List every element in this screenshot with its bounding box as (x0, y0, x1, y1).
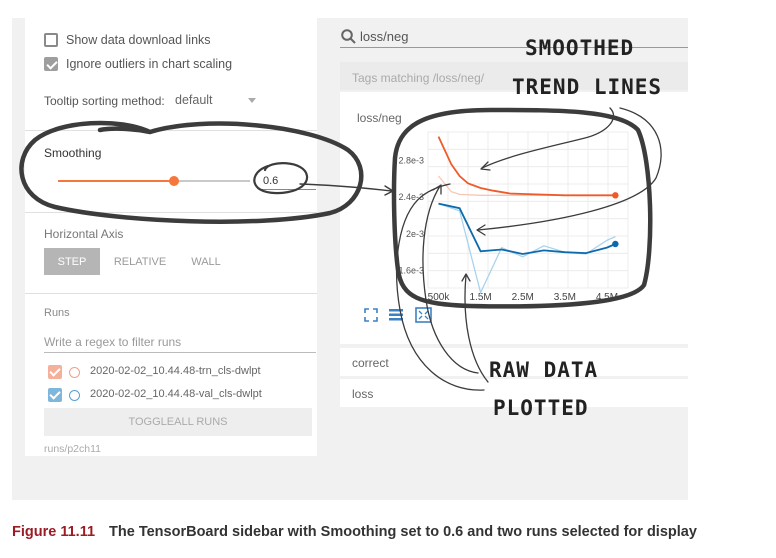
series-end-point-1 (612, 240, 619, 248)
tag-group-loss-label[interactable]: loss (352, 387, 374, 401)
runs-filter-underline (44, 352, 316, 353)
tags-matching-bar (340, 62, 688, 90)
raw-arrow-3 (464, 274, 489, 383)
divider (25, 130, 317, 131)
chart-highlight-circle (391, 107, 653, 309)
smoothing-slider-handle[interactable] (169, 176, 179, 186)
step-button-bg[interactable] (44, 248, 100, 275)
run-trn-label: 2020-02-02_10.44.48-trn_cls-dwlpt (90, 365, 261, 377)
smoothing-highlight-ellipse (19, 120, 364, 224)
tags-matching-label: Tags matching /loss/neg/ (352, 71, 485, 85)
tag-group-loss[interactable] (340, 379, 688, 407)
horizontal-axis-label: Horizontal Axis (44, 227, 124, 241)
divider (25, 293, 317, 294)
tooltip-sorting-label: Tooltip sorting method: (44, 94, 165, 108)
fit-domain-icon[interactable] (415, 307, 432, 323)
annotation-plotted: PLOTTED (493, 396, 589, 420)
ignore-outliers-checkbox[interactable] (44, 57, 58, 71)
wall-button[interactable]: WALL (191, 256, 221, 268)
figure-caption: Figure 11.11 The TensorBoard sidebar with… (12, 524, 697, 540)
tag-group-correct-label[interactable]: correct (352, 356, 389, 370)
annotation-raw-data: RAW DATA (489, 358, 599, 382)
show-download-checkbox[interactable] (44, 33, 58, 47)
figure-caption-text: The TensorBoard sidebar with Smoothing s… (109, 524, 697, 540)
loss-neg-chart[interactable]: 2.8e-3 2.4e-3 2e-3 1.6e-3 500k 1.5M 2.5M 3.5M 4.… (340, 92, 688, 344)
search-icon (341, 29, 356, 44)
chart-grid (427, 131, 629, 289)
x-tick-label: 4.5M (596, 292, 618, 303)
run-trn-checkbox[interactable] (48, 365, 62, 379)
x-tick-label: 3.5M (554, 292, 576, 303)
tooltip-sorting-select[interactable]: default (175, 93, 213, 107)
raw-arrow-1 (422, 185, 479, 374)
raw-arrow-2 (396, 183, 485, 391)
figure-caption-label: Figure 11.11 (12, 524, 96, 540)
smoothing-input-underline (260, 189, 316, 190)
series-end-point-0 (612, 192, 619, 199)
search-underline (340, 47, 688, 48)
chart-lines (437, 136, 619, 295)
x-tick-label: 1.5M (470, 292, 492, 303)
chart-card (340, 92, 688, 344)
toggle-all-runs-button[interactable]: TOGGLEALL RUNS (128, 416, 228, 428)
x-tick-label: 2.5M (512, 292, 534, 303)
run-val-color-icon[interactable] (69, 390, 80, 401)
sidebar (25, 18, 317, 456)
y-tick-label: 2e-3 (406, 229, 424, 239)
relative-button[interactable]: RELATIVE (113, 256, 167, 268)
chart-toolbar (364, 307, 432, 323)
smoothed-arrow-1 (481, 107, 615, 169)
divider (25, 212, 317, 213)
smoothing-slider-track[interactable] (174, 180, 250, 182)
annotation-trend-lines: TREND LINES (512, 75, 663, 99)
toggle-all-runs-button-bg[interactable] (44, 408, 312, 436)
smoothed-series-line-0 (437, 136, 616, 197)
tag-group-correct[interactable] (340, 348, 688, 376)
runs-filter-input[interactable]: Write a regex to filter runs (44, 335, 182, 349)
x-tick-label: 500k (428, 292, 451, 303)
runs-label: Runs (44, 307, 70, 319)
run-trn-color-icon[interactable] (69, 367, 80, 378)
y-tick-label: 1.6e-3 (398, 266, 424, 276)
show-download-label: Show data download links (66, 33, 211, 47)
smoothed-arrow-2 (477, 107, 662, 231)
y-tick-label: 2.8e-3 (398, 156, 424, 166)
run-val-checkbox[interactable] (48, 388, 62, 402)
smoothing-slider-track-filled[interactable] (58, 180, 174, 182)
step-button[interactable]: STEP (57, 256, 87, 268)
data-selection-icon[interactable] (389, 309, 403, 321)
chart-card-title: loss/neg (357, 111, 402, 125)
smoothed-series-line-1 (438, 202, 616, 255)
smoothing-value-input[interactable]: 0.6 (263, 175, 279, 187)
fullscreen-icon[interactable] (364, 308, 378, 322)
run-val-label: 2020-02-02_10.44.48-val_cls-dwlpt (90, 388, 262, 400)
chevron-down-icon[interactable] (248, 98, 256, 103)
ignore-outliers-label: Ignore outliers in chart scaling (66, 57, 233, 71)
y-tick-label: 2.4e-3 (398, 192, 424, 202)
smoothing-label: Smoothing (44, 146, 102, 160)
smoothing-arrow (299, 183, 393, 192)
annotation-smoothed: SMOOTHED (525, 36, 635, 60)
smoothing-value-circle (253, 162, 309, 195)
chart-ticks: 2.8e-3 2.4e-3 2e-3 1.6e-3 500k 1.5M 2.5M 3.5M 4.… (398, 156, 618, 303)
search-input[interactable]: loss/neg (360, 29, 409, 44)
run-path: runs/p2ch11 (44, 443, 102, 455)
